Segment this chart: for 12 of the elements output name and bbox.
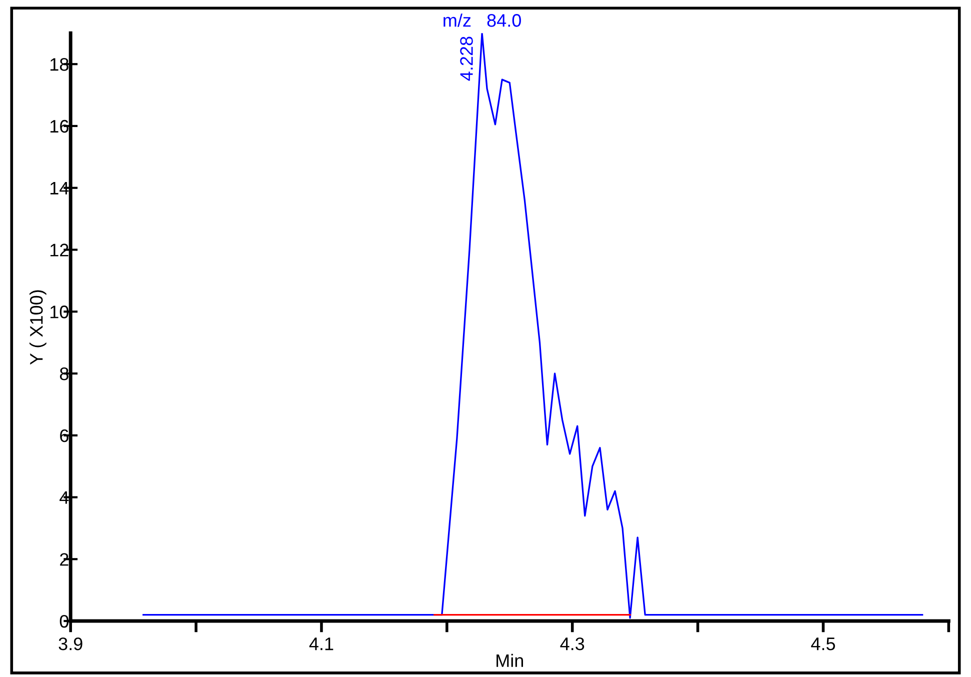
y-tick-label: 14 — [50, 182, 69, 194]
line-series — [142, 33, 924, 619]
x-tick-label: 4.3 — [560, 637, 584, 650]
x-axis-title: Min — [496, 654, 524, 667]
y-tick-label: 12 — [50, 244, 68, 256]
x-tick-label: 4.5 — [811, 638, 836, 650]
x-tick-label: 4.1 — [309, 638, 334, 650]
y-axis-title: Y ( X100) — [30, 290, 46, 365]
x-tick-label: 3.9 — [58, 637, 82, 650]
y-tick-label: 10 — [50, 306, 68, 318]
text: m/z 84.0 — [444, 14, 521, 27]
annotation: 4.228 — [460, 36, 473, 81]
